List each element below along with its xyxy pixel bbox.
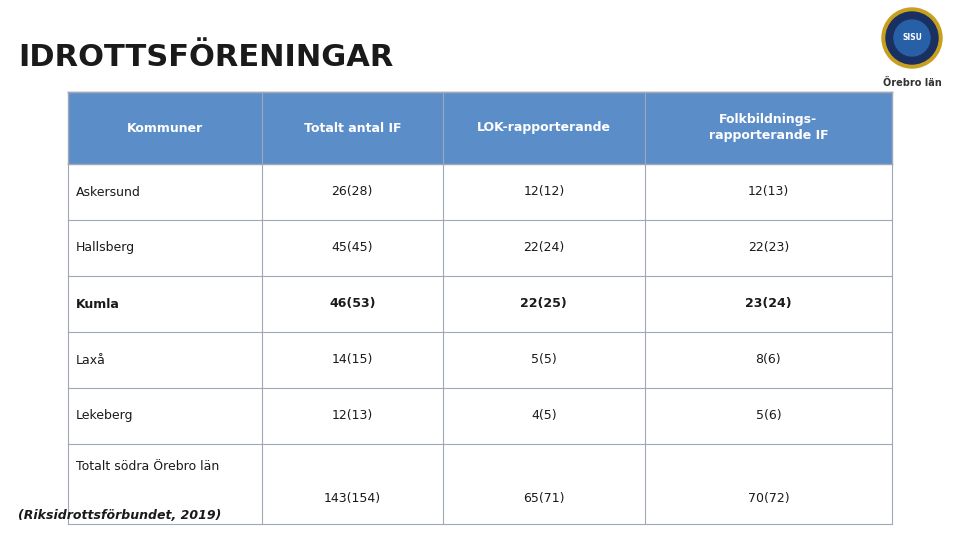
Text: 8(6): 8(6) bbox=[756, 354, 781, 367]
Text: Askersund: Askersund bbox=[76, 186, 141, 199]
Text: 12(13): 12(13) bbox=[748, 186, 789, 199]
Circle shape bbox=[886, 12, 938, 64]
Text: LOK-rapporterande: LOK-rapporterande bbox=[477, 122, 611, 134]
Text: 4(5): 4(5) bbox=[531, 409, 557, 422]
Bar bbox=[68, 276, 892, 332]
Circle shape bbox=[894, 20, 930, 56]
Text: Laxå: Laxå bbox=[76, 354, 106, 367]
Bar bbox=[68, 444, 892, 524]
Text: 22(24): 22(24) bbox=[523, 241, 564, 254]
Text: IDROTTSFÖRENINGAR: IDROTTSFÖRENINGAR bbox=[18, 44, 394, 72]
Text: 22(25): 22(25) bbox=[520, 298, 567, 310]
Text: 26(28): 26(28) bbox=[331, 186, 373, 199]
Text: (Riksidrottsförbundet, 2019): (Riksidrottsförbundet, 2019) bbox=[18, 509, 222, 522]
Text: 143(154): 143(154) bbox=[324, 492, 381, 505]
Text: 5(5): 5(5) bbox=[531, 354, 557, 367]
Bar bbox=[68, 164, 892, 220]
Text: 46(53): 46(53) bbox=[329, 298, 375, 310]
Text: Kumla: Kumla bbox=[76, 298, 120, 310]
Bar bbox=[68, 92, 892, 164]
Text: 14(15): 14(15) bbox=[331, 354, 373, 367]
Text: 12(12): 12(12) bbox=[523, 186, 564, 199]
Text: 45(45): 45(45) bbox=[331, 241, 373, 254]
Text: Totalt antal IF: Totalt antal IF bbox=[303, 122, 401, 134]
Text: Lekeberg: Lekeberg bbox=[76, 409, 133, 422]
Text: 70(72): 70(72) bbox=[748, 492, 789, 505]
Text: Folkbildnings-
rapporterande IF: Folkbildnings- rapporterande IF bbox=[708, 113, 828, 143]
Bar bbox=[68, 332, 892, 388]
Circle shape bbox=[882, 8, 942, 68]
Text: Totalt södra Örebro län: Totalt södra Örebro län bbox=[76, 460, 219, 473]
Bar bbox=[68, 388, 892, 444]
Text: 65(71): 65(71) bbox=[523, 492, 564, 505]
Text: SISU: SISU bbox=[902, 33, 922, 43]
Text: 22(23): 22(23) bbox=[748, 241, 789, 254]
Bar bbox=[68, 220, 892, 276]
Text: 12(13): 12(13) bbox=[331, 409, 372, 422]
Text: Kommuner: Kommuner bbox=[127, 122, 203, 134]
Text: Hallsberg: Hallsberg bbox=[76, 241, 135, 254]
Text: 23(24): 23(24) bbox=[745, 298, 792, 310]
Text: 5(6): 5(6) bbox=[756, 409, 781, 422]
Text: Örebro län: Örebro län bbox=[882, 78, 942, 88]
